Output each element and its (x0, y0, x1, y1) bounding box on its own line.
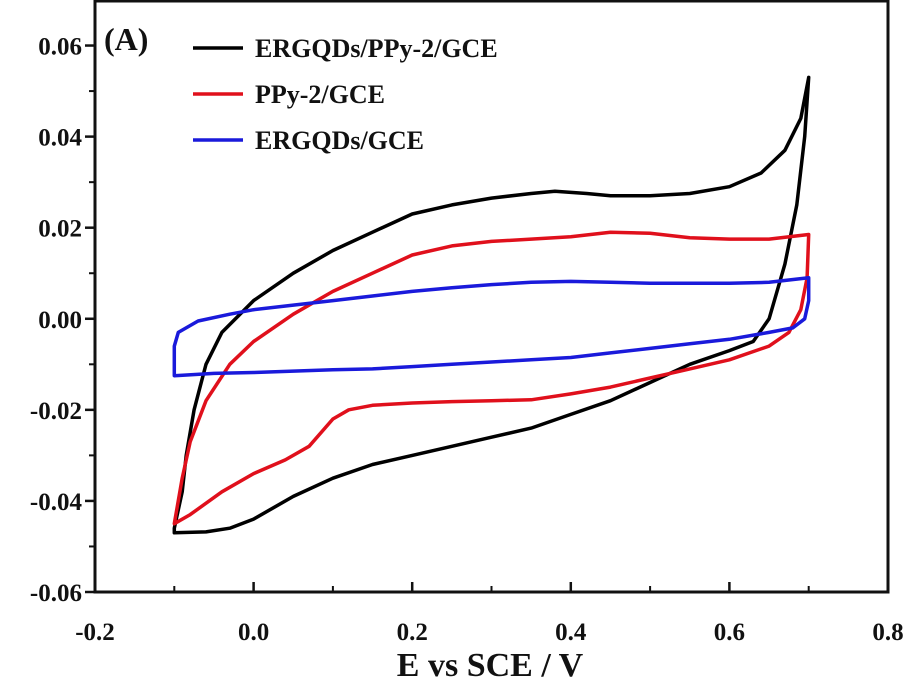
y-tick-label: 0.06 (38, 34, 82, 61)
x-tick-label: 0.4 (555, 619, 587, 646)
y-tick-label: 0.04 (38, 125, 82, 152)
x-tick-label: -0.2 (75, 619, 115, 646)
plot-frame (93, 0, 890, 594)
legend: ERGQDs/PPy-2/GCE PPy-2/GCE ERGQDs/GCE (193, 34, 498, 155)
legend-label: PPy-2/GCE (255, 80, 385, 109)
legend-label: ERGQDs/PPy-2/GCE (255, 34, 498, 63)
panel-label: (A) (104, 21, 148, 57)
y-tick-label: -0.06 (30, 580, 82, 607)
y-tick-label: -0.04 (30, 489, 83, 516)
x-tick-label: 0.0 (238, 619, 269, 646)
legend-label: ERGQDs/GCE (255, 126, 424, 155)
series-line (172, 276, 811, 378)
y-tick-label: 0.00 (38, 307, 82, 334)
series-line (172, 75, 811, 535)
x-axis-title: E vs SCE / V (397, 647, 584, 682)
y-tick-label: -0.02 (30, 398, 82, 425)
y-tick-label: 0.02 (38, 216, 82, 243)
x-tick-label: 0.2 (397, 619, 428, 646)
tick-labels: -0.2 0.0 0.2 0.4 0.6 0.8 -0.06 -0.04 -0.02 0.00 0.… (30, 34, 904, 646)
series-layer (172, 75, 811, 535)
x-tick-label: 0.8 (872, 619, 903, 646)
series-line (172, 230, 811, 526)
x-tick-label: 0.6 (714, 619, 745, 646)
